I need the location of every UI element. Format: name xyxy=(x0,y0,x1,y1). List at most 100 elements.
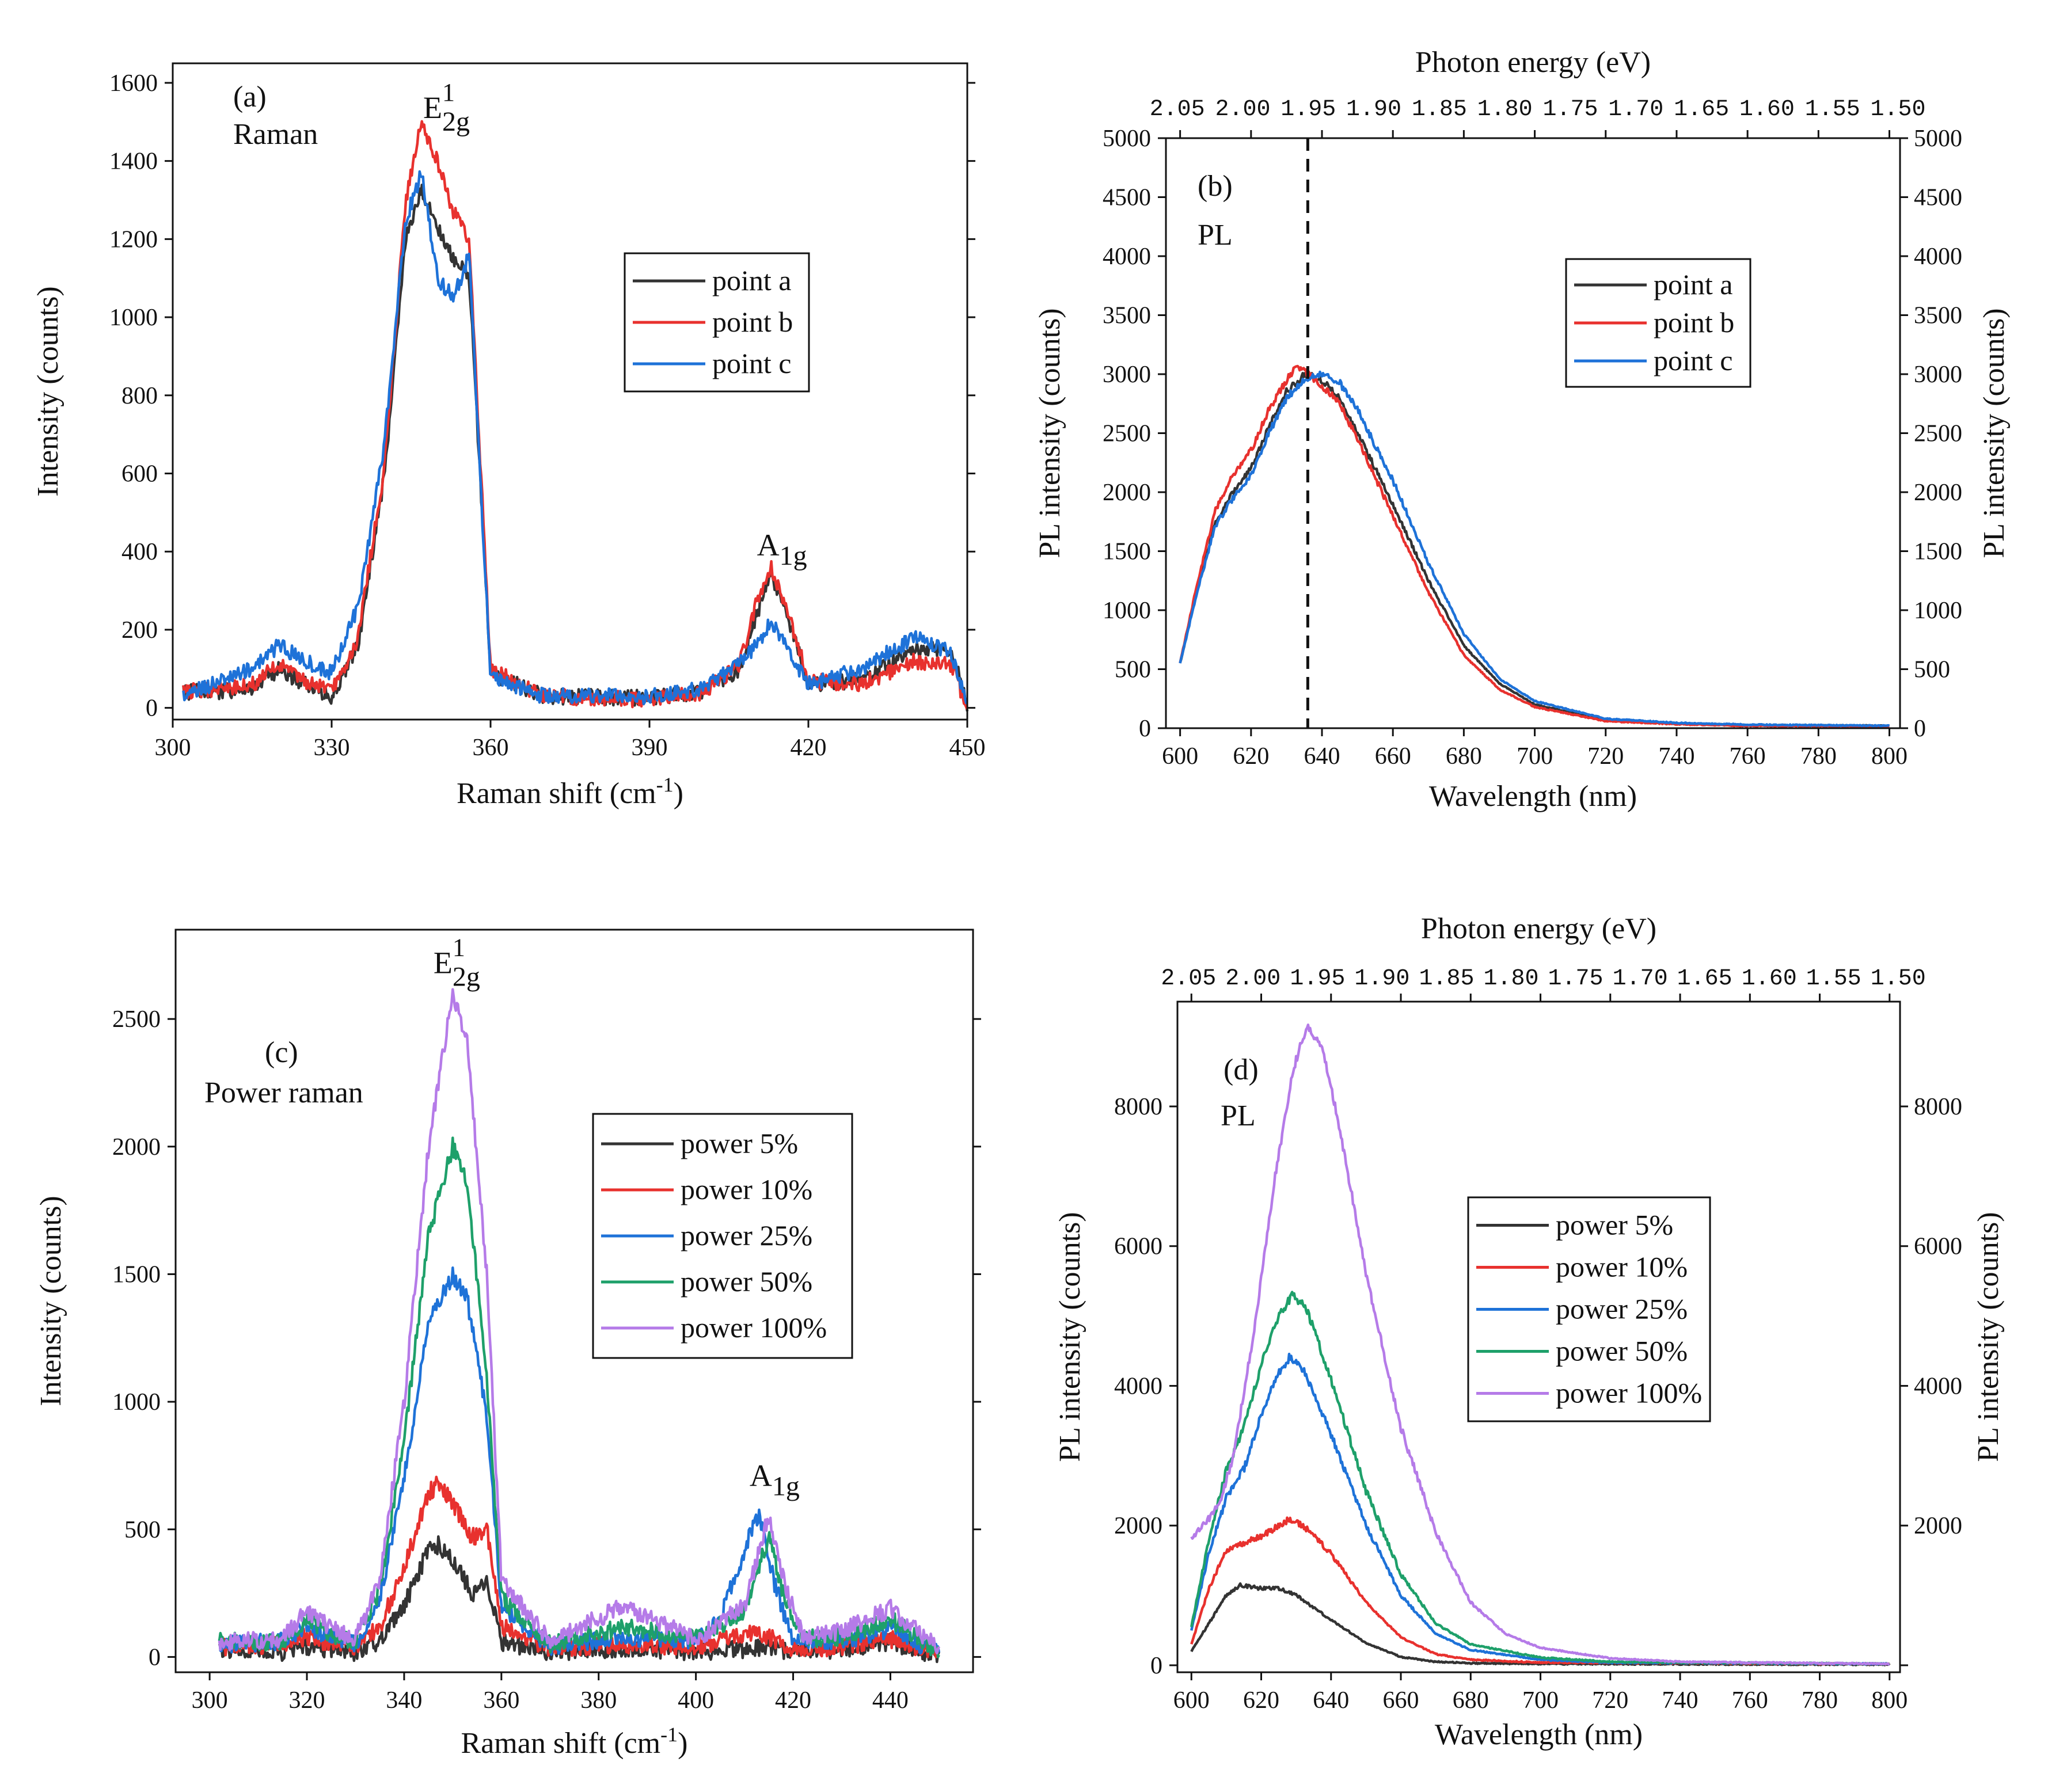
y-tick-label: 1400 xyxy=(109,149,158,175)
y-right-tick-label: 4000 xyxy=(1914,244,1962,270)
peak-label: E1 2g xyxy=(423,78,470,137)
y-tick-label: 0 xyxy=(146,695,158,722)
series-line-power-10 xyxy=(1190,1516,1890,1666)
top-tick-label: 1.60 xyxy=(1739,97,1795,123)
x-tick-label: 760 xyxy=(1730,743,1766,770)
y-tick-label: 2000 xyxy=(112,1134,161,1161)
x-tick-label: 660 xyxy=(1375,743,1411,770)
x-axis-label-main: Raman shift (cm xyxy=(461,1727,661,1760)
y-tick-label: 3500 xyxy=(1103,303,1151,329)
series-line-point-b xyxy=(182,120,969,710)
x-tick-label: 640 xyxy=(1304,743,1340,770)
top-tick-label: 2.05 xyxy=(1161,966,1216,992)
y-tick-label: 1600 xyxy=(109,70,158,97)
x-axis-label: Wavelength (nm) xyxy=(1429,780,1637,813)
x-tick-label: 380 xyxy=(580,1687,617,1714)
series-line-power-5 xyxy=(1190,1582,1891,1667)
plot-frame xyxy=(172,62,968,721)
x-axis-label: Raman shift (cm-1) xyxy=(457,773,683,810)
top-tick-label: 1.50 xyxy=(1871,97,1926,123)
y-tick-label: 2500 xyxy=(1103,421,1151,447)
peak-label-sup: 1 xyxy=(453,933,465,961)
y-tick-label: 1500 xyxy=(1103,539,1151,565)
legend-label: power 5% xyxy=(681,1127,798,1159)
y-tick-label: 4000 xyxy=(1114,1373,1162,1399)
x-tick-label: 620 xyxy=(1233,743,1269,770)
x-tick-label: 360 xyxy=(483,1687,519,1714)
series-line-point-c xyxy=(1179,370,1890,728)
x-tick-label: 780 xyxy=(1800,743,1837,770)
y-tick-label: 4500 xyxy=(1103,185,1151,211)
x-tick-label: 420 xyxy=(775,1687,811,1714)
series-line-point-c xyxy=(182,170,968,706)
y-right-tick-label: 3500 xyxy=(1914,303,1962,329)
y-tick-label: 500 xyxy=(1115,657,1151,683)
y-tick-label: 1000 xyxy=(109,305,158,331)
panel-label: (c) xyxy=(265,1036,298,1069)
y-right-tick-label: 1000 xyxy=(1914,598,1962,624)
x-tick-label: 800 xyxy=(1871,743,1908,770)
y-axis-label: Intensity (counts) xyxy=(35,1196,67,1406)
top-tick-label: 2.00 xyxy=(1215,97,1270,123)
x-tick-label: 440 xyxy=(872,1687,909,1714)
y-tick-label: 0 xyxy=(1150,1653,1162,1679)
series-line-point-a xyxy=(182,183,969,712)
top-tick-label: 1.90 xyxy=(1346,97,1401,123)
x-tick-label: 700 xyxy=(1522,1687,1559,1714)
x-tick-label: 680 xyxy=(1446,743,1482,770)
y-tick-label: 6000 xyxy=(1114,1234,1162,1260)
y-tick-label: 800 xyxy=(121,383,158,409)
x-tick-label: 620 xyxy=(1243,1687,1279,1714)
y-tick-label: 1200 xyxy=(109,226,158,253)
top-tick-label: 1.80 xyxy=(1483,966,1538,992)
legend-label: power 5% xyxy=(1556,1209,1673,1241)
y-tick-label: 600 xyxy=(121,461,158,488)
y-axis-label: Intensity (counts) xyxy=(32,286,64,496)
y-right-tick-label: 2500 xyxy=(1914,421,1962,447)
top-tick-label: 1.50 xyxy=(1871,966,1926,992)
top-tick-label: 1.55 xyxy=(1806,966,1861,992)
legend-box xyxy=(1467,1196,1711,1422)
x-tick-label: 600 xyxy=(1162,743,1198,770)
series-line-power-100 xyxy=(1190,1024,1890,1666)
top-tick-label: 1.70 xyxy=(1608,97,1663,123)
legend-label: power 25% xyxy=(681,1219,812,1251)
y-axis-label: PL intensity (counts) xyxy=(1054,1212,1086,1462)
y-right-tick-label: 5000 xyxy=(1914,125,1962,152)
legend-label: point c xyxy=(1654,344,1732,376)
x-tick-label: 760 xyxy=(1732,1687,1768,1714)
top-tick-label: 1.95 xyxy=(1281,97,1336,123)
y-tick-label: 5000 xyxy=(1103,125,1151,152)
y-right-tick-label: 8000 xyxy=(1914,1094,1962,1120)
y-tick-label: 2500 xyxy=(112,1006,161,1033)
x-tick-label: 420 xyxy=(791,735,827,761)
plot-frame xyxy=(174,929,974,1673)
x-tick-label: 740 xyxy=(1662,1687,1699,1714)
y-tick-label: 4000 xyxy=(1103,244,1151,270)
top-tick-label: 1.70 xyxy=(1613,966,1668,992)
x-axis-label-end: ) xyxy=(678,1727,687,1760)
x-tick-label: 660 xyxy=(1383,1687,1419,1714)
top-tick-label: 1.60 xyxy=(1742,966,1797,992)
top-tick-label: 1.55 xyxy=(1805,97,1860,123)
panel-c: 300 320 340 360 380 400 420 440 0 500 1000 1500 2000… xyxy=(35,929,981,1760)
x-axis-label-main: Raman shift (cm xyxy=(457,777,656,810)
x-axis-label-sup: -1 xyxy=(660,1723,678,1746)
panel-annotation: PL xyxy=(1198,219,1233,252)
panel-b: 600 620 640 660 680 700 720 740 760 780 8000500100… xyxy=(1034,46,2011,813)
x-tick-label: 720 xyxy=(1592,1687,1628,1714)
peak-label-sub: 1g xyxy=(780,541,807,571)
y-right-tick-label: 0 xyxy=(1914,716,1926,742)
y-axis-label: PL intensity (counts) xyxy=(1034,308,1066,558)
legend-label: point a xyxy=(712,264,791,296)
peak-label-base: E xyxy=(434,945,453,980)
y-tick-label: 1000 xyxy=(112,1389,161,1416)
x-tick-label: 340 xyxy=(386,1687,422,1714)
x-tick-label: 390 xyxy=(632,735,668,761)
x-tick-label: 300 xyxy=(192,1687,228,1714)
top-tick-label: 1.85 xyxy=(1419,966,1474,992)
top-tick-label: 1.65 xyxy=(1674,97,1729,123)
x-axis-label-end: ) xyxy=(674,777,683,810)
y-tick-label: 1500 xyxy=(112,1261,161,1288)
panel-annotation: Raman xyxy=(233,118,318,151)
